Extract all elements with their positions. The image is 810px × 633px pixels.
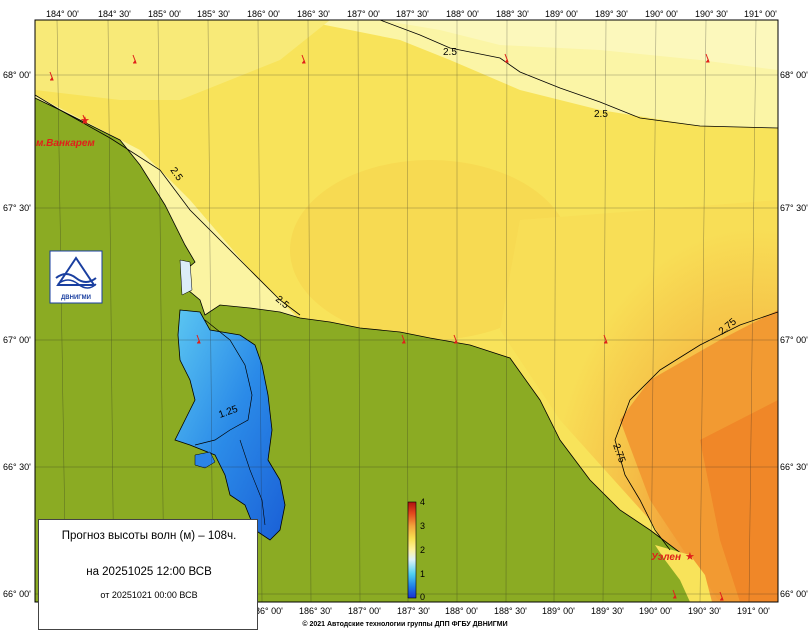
svg-text:66° 30': 66° 30' [3,462,31,472]
forecast-legend: Прогноз высоты волн (м) – 108ч. на 20251… [38,519,258,630]
arrow-icon [132,54,137,64]
legend-forecast-date: на 20251025 12:00 ВСВ [86,566,212,578]
contour-2-5-coastal [35,94,301,316]
svg-text:68° 00': 68° 00' [780,70,808,80]
svg-text:67° 30': 67° 30' [780,203,808,213]
arrow-icon [672,589,677,599]
svg-text:187° 00': 187° 00' [347,9,380,19]
svg-text:189° 30': 189° 30' [595,9,628,19]
lat-labels-right: 68° 00' 67° 30' 67° 00' 66° 30' 66° 00' [780,70,808,599]
legend-base-date: от 20251021 00:00 ВСВ [100,590,198,600]
svg-text:189° 30': 189° 30' [591,606,624,616]
svg-text:184° 30': 184° 30' [98,9,131,19]
arrow-icon [453,334,458,344]
svg-text:1: 1 [420,569,425,579]
contour-1-25 [194,319,253,446]
arrow-icon [705,53,710,63]
svg-text:186° 30': 186° 30' [299,606,332,616]
dvnigmi-logo: ДВНИГМИ [49,250,103,304]
svg-text:191° 00': 191° 00' [737,606,770,616]
svg-text:66° 00': 66° 00' [780,589,808,599]
svg-text:66° 00': 66° 00' [3,589,31,599]
svg-text:68° 00': 68° 00' [3,70,31,80]
svg-text:186° 00': 186° 00' [250,606,283,616]
svg-text:188° 30': 188° 30' [494,606,527,616]
lon-labels-top: 184° 00' 184° 30' 185° 00' 185° 30' 186°… [46,9,777,19]
svg-text:66° 30': 66° 30' [780,462,808,472]
svg-text:2.5: 2.5 [443,47,457,58]
svg-text:187° 30': 187° 30' [397,606,430,616]
svg-text:190° 00': 190° 00' [645,9,678,19]
arrow-icon [504,53,509,63]
contour-2-5-north [379,20,778,129]
graticule [35,20,778,602]
svg-text:186° 00': 186° 00' [247,9,280,19]
arrow-icon [401,334,406,344]
svg-text:188° 00': 188° 00' [445,606,478,616]
place-markers: ★ м.Ванкарем ★ Уэлен [36,115,695,563]
arrow-icon [719,591,724,601]
contour-2-75 [614,311,778,551]
arrow-icon [603,334,608,344]
arrow-icon [301,54,306,64]
svg-text:2: 2 [420,545,425,555]
svg-text:190° 00': 190° 00' [639,606,672,616]
svg-text:189° 00': 189° 00' [542,606,575,616]
svg-text:67° 00': 67° 00' [780,335,808,345]
star-icon: ★ [685,551,695,563]
svg-text:190° 30': 190° 30' [688,606,721,616]
svg-text:185° 00': 185° 00' [148,9,181,19]
logo-text: ДВНИГМИ [61,295,91,301]
colorbar: 4 3 2 1 0 [407,497,425,602]
svg-text:185° 30': 185° 30' [197,9,230,19]
arrow-icon [49,71,54,81]
svg-text:188° 00': 188° 00' [446,9,479,19]
svg-text:4: 4 [420,497,425,507]
svg-text:189° 00': 189° 00' [545,9,578,19]
lagoon-water [174,309,286,541]
svg-text:2.5: 2.5 [594,109,608,120]
copyright-footer: © 2021 Автодские технологии группы ДПП Ф… [302,621,508,628]
star-icon: ★ [80,115,90,127]
svg-text:186° 30': 186° 30' [297,9,330,19]
svg-text:67° 00': 67° 00' [3,335,31,345]
svg-text:184° 00': 184° 00' [46,9,79,19]
arrow-icon [82,114,87,124]
svg-text:188° 30': 188° 30' [496,9,529,19]
legend-title: Прогноз высоты волн (м) – 108ч. [61,530,237,542]
svg-text:187° 30': 187° 30' [396,9,429,19]
svg-text:187° 00': 187° 00' [348,606,381,616]
lat-labels-left: 68° 00' 67° 30' 67° 00' 66° 30' 66° 00' [3,70,31,599]
arrow-icon [196,334,201,344]
svg-text:0: 0 [420,592,425,602]
svg-text:191° 00': 191° 00' [744,9,777,19]
svg-text:3: 3 [420,521,425,531]
svg-text:67° 30': 67° 30' [3,203,31,213]
svg-text:190° 30': 190° 30' [695,9,728,19]
place-uelen: Уэлен [651,552,681,563]
wave-direction-arrows [49,53,724,601]
place-vankarem: м.Ванкарем [36,138,95,149]
